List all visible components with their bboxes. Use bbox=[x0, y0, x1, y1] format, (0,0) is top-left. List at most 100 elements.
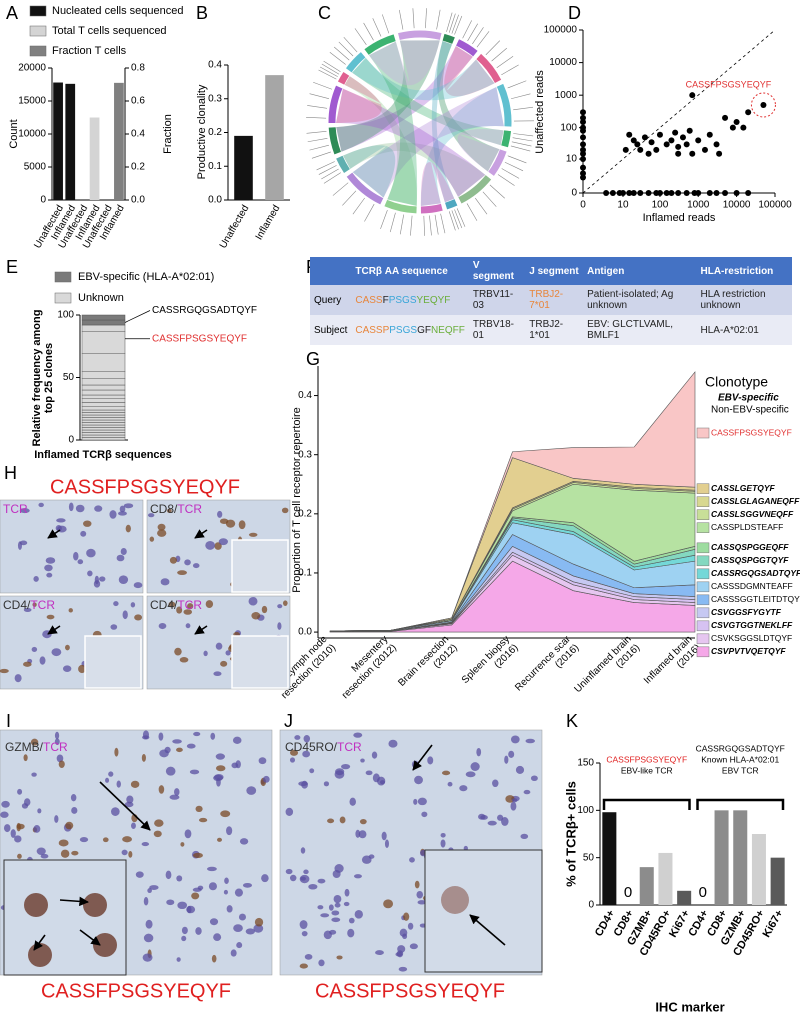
legend-label: Fraction T cells bbox=[52, 45, 127, 57]
cell bbox=[36, 847, 46, 856]
point bbox=[713, 141, 720, 148]
chord-arc bbox=[455, 39, 478, 57]
cell bbox=[21, 803, 29, 809]
cell bbox=[236, 942, 243, 949]
cell bbox=[17, 788, 23, 795]
point bbox=[745, 190, 752, 196]
cell bbox=[277, 604, 283, 609]
cell bbox=[143, 933, 154, 943]
cell bbox=[186, 743, 196, 749]
cell bbox=[94, 575, 99, 585]
bar-segment bbox=[81, 353, 126, 372]
bar bbox=[677, 890, 692, 905]
panel-label: G bbox=[306, 349, 320, 369]
cell bbox=[465, 771, 476, 778]
cell bbox=[233, 924, 243, 932]
legend-label: CASSSGGTLEITDTQYF bbox=[711, 594, 800, 604]
tick-label: 0.0 bbox=[298, 627, 312, 638]
point bbox=[580, 124, 586, 131]
cell bbox=[213, 774, 223, 782]
bar bbox=[639, 867, 654, 905]
area bbox=[329, 371, 696, 632]
legend-label: Unknown bbox=[78, 292, 124, 304]
chord-label-stub bbox=[399, 9, 404, 30]
cell bbox=[174, 788, 180, 796]
table-cell: TRBV18-01 bbox=[468, 315, 526, 345]
cell bbox=[285, 868, 293, 875]
chord-label-stub bbox=[307, 105, 328, 109]
chord-label-stub bbox=[489, 184, 505, 199]
bar bbox=[265, 75, 284, 200]
chord-label-stub bbox=[456, 208, 466, 227]
cell bbox=[40, 853, 49, 859]
cell bbox=[317, 878, 326, 884]
stain-name: CD45RO/ bbox=[285, 740, 338, 754]
point bbox=[580, 146, 586, 153]
chord-arc bbox=[476, 53, 502, 84]
cell bbox=[470, 762, 480, 771]
bar-segment bbox=[81, 434, 126, 438]
legend-label: CASSQSPGGEQFF bbox=[711, 542, 789, 552]
cell bbox=[333, 894, 342, 904]
tick-label: 0 bbox=[588, 900, 594, 911]
cell bbox=[197, 885, 204, 891]
group-label: Known HLA-A*02:01 bbox=[701, 754, 779, 764]
bar-segment bbox=[81, 389, 126, 396]
point bbox=[637, 190, 644, 196]
bar-segment bbox=[81, 417, 126, 421]
point bbox=[641, 134, 648, 141]
cell bbox=[242, 882, 253, 888]
cell bbox=[14, 835, 22, 843]
cell bbox=[206, 866, 217, 872]
cell bbox=[409, 943, 418, 950]
table-row: Subject CASSPPSGSGFNEQFF TRBV18-01 TRBJ2-1*… bbox=[310, 315, 792, 345]
point bbox=[689, 92, 696, 99]
bar-segment bbox=[81, 432, 126, 436]
point bbox=[663, 190, 670, 196]
cell bbox=[169, 556, 177, 564]
cell bbox=[123, 503, 134, 509]
chord-arc bbox=[337, 71, 350, 85]
cell bbox=[254, 917, 264, 927]
bar bbox=[234, 135, 253, 200]
cell bbox=[192, 563, 200, 569]
tick-label: 0 bbox=[40, 195, 46, 206]
cell bbox=[248, 596, 258, 606]
cell bbox=[184, 829, 192, 839]
chord-arc bbox=[501, 130, 512, 148]
cell bbox=[109, 510, 117, 519]
cell bbox=[54, 731, 60, 740]
cell bbox=[143, 897, 149, 906]
cell bbox=[487, 820, 497, 826]
point bbox=[733, 190, 740, 196]
cell bbox=[525, 738, 535, 744]
bar-segment bbox=[81, 424, 126, 428]
cell bbox=[365, 770, 373, 776]
cell bbox=[220, 660, 228, 667]
tick-label: 100 bbox=[560, 122, 577, 133]
chord-label-stub bbox=[313, 81, 332, 90]
cell bbox=[205, 540, 216, 550]
chord-label-stub bbox=[399, 214, 405, 235]
cell bbox=[19, 508, 30, 514]
stain-name: GZMB/ bbox=[5, 740, 44, 754]
cell bbox=[225, 519, 236, 528]
arrow bbox=[79, 929, 101, 946]
chord-arc bbox=[364, 34, 396, 55]
arrow bbox=[412, 744, 433, 771]
y2-axis-label: Fraction bbox=[162, 114, 174, 154]
cell bbox=[113, 601, 119, 607]
tcr-name: TCR bbox=[43, 740, 68, 754]
header-cell bbox=[310, 257, 352, 285]
cell bbox=[248, 532, 258, 537]
chord-label-stub bbox=[321, 168, 339, 180]
tick-label: 0.0 bbox=[131, 195, 145, 206]
bar-segment bbox=[81, 402, 126, 407]
tick-label: 0 bbox=[580, 200, 586, 211]
legend-swatch bbox=[54, 271, 72, 283]
image-caption: CASSFPSGSYEQYF bbox=[315, 980, 505, 1002]
chord-label-stub bbox=[511, 93, 531, 100]
chord-ribbon bbox=[444, 46, 495, 97]
tick-label: 10000 bbox=[723, 200, 751, 211]
